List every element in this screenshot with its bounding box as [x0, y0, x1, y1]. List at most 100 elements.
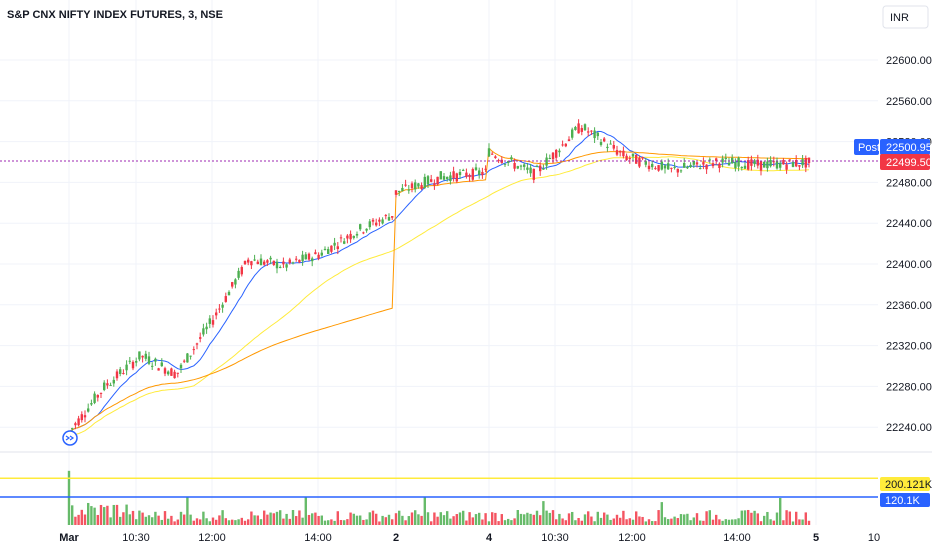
- volume-bar: [112, 504, 115, 525]
- candle-body: [333, 242, 336, 246]
- volume-bar: [740, 510, 743, 525]
- price-axis[interactable]: 22600.0022560.0022520.0022480.0022440.00…: [886, 55, 932, 434]
- price-tick-label: 22320.00: [886, 341, 932, 353]
- candle-body: [603, 138, 606, 142]
- volume-bar: [558, 513, 561, 525]
- candle-body: [804, 157, 807, 168]
- volume-bar: [513, 518, 516, 525]
- candle-body: [80, 414, 83, 421]
- volume-bar: [221, 510, 224, 525]
- candle-body: [807, 157, 811, 163]
- candle-body: [157, 368, 160, 371]
- candle-body: [311, 258, 314, 262]
- candle-body: [705, 164, 708, 170]
- candle-body: [449, 175, 452, 182]
- candle-body: [782, 159, 785, 165]
- volume-bar: [644, 521, 647, 525]
- post-value: 22500.95: [886, 142, 932, 154]
- candle-body: [756, 159, 759, 166]
- candle-body: [131, 361, 135, 369]
- time-axis[interactable]: Mar 10:30 12:00 14:00 2 4 10:30 12:00 14…: [59, 532, 880, 544]
- volume-bar: [494, 512, 497, 525]
- volume-bar: [481, 519, 484, 525]
- candle-body: [256, 261, 259, 265]
- candle-body: [452, 171, 455, 179]
- volume-bar: [417, 514, 420, 525]
- volume-bar: [689, 520, 692, 525]
- candle-body: [699, 168, 702, 170]
- price-tick-label: 22600.00: [886, 55, 932, 67]
- volume-bar: [641, 516, 644, 525]
- candle-body: [526, 167, 529, 170]
- volume-bar: [301, 517, 304, 525]
- chart-title: S&P CNX NIFTY INDEX FUTURES, 3, NSE: [7, 9, 223, 21]
- volume-bar: [596, 511, 599, 525]
- candle-body: [93, 393, 96, 403]
- volume-bar: [394, 513, 398, 525]
- candle-body: [218, 308, 221, 310]
- candle-body: [398, 190, 401, 193]
- candle-body: [606, 146, 609, 149]
- candle-body: [657, 165, 660, 171]
- candle-body: [487, 148, 491, 157]
- volume-bar: [686, 513, 689, 525]
- candle-body: [539, 165, 542, 172]
- candle-body: [323, 248, 327, 251]
- volume-bar: [407, 516, 410, 525]
- candle-body: [423, 176, 426, 188]
- candle-body: [433, 183, 436, 186]
- candle-body: [71, 428, 74, 430]
- candle-body: [743, 165, 747, 169]
- volume-bar: [503, 520, 507, 525]
- candle-body: [330, 245, 333, 252]
- volume-bar: [603, 512, 606, 525]
- candle-body: [702, 162, 705, 165]
- candle-body: [667, 163, 670, 170]
- volume-bar: [583, 514, 587, 525]
- candle-body: [609, 143, 612, 145]
- candle-body: [654, 168, 657, 170]
- candle-body: [753, 160, 756, 165]
- candle-body: [721, 158, 724, 163]
- volume-bar: [788, 511, 791, 525]
- volume-bar: [285, 513, 288, 525]
- candle-body: [622, 150, 625, 157]
- volume-bar: [724, 519, 727, 525]
- volume-bar: [791, 521, 795, 525]
- volume-bar: [375, 513, 378, 525]
- volume-bar: [651, 521, 654, 525]
- volume-bar: [183, 514, 186, 525]
- candle-body: [243, 260, 247, 265]
- candle-body: [727, 162, 731, 166]
- volume-bar: [163, 511, 167, 525]
- vwap-line: [68, 147, 810, 433]
- candle-body: [612, 145, 615, 149]
- candle-body: [192, 349, 195, 351]
- volume-bar: [654, 521, 657, 525]
- time-label-5: 5: [813, 532, 819, 544]
- volume-bar: [462, 510, 465, 525]
- candle-body: [387, 217, 391, 221]
- candle-body: [737, 157, 740, 167]
- volume-bar: [355, 515, 359, 525]
- volume-bar: [529, 513, 532, 525]
- candle-body: [436, 176, 439, 185]
- candle-body: [263, 261, 266, 265]
- volume-bar: [676, 518, 679, 525]
- volume-bar: [449, 518, 452, 525]
- volume-bar: [275, 511, 279, 525]
- volume-bar: [804, 512, 807, 525]
- candle-body: [689, 164, 692, 168]
- volume-bar: [430, 521, 433, 525]
- volume-bar: [157, 515, 160, 525]
- volume-bar: [772, 520, 775, 525]
- candle-body: [343, 241, 346, 244]
- volume-bar: [173, 521, 176, 525]
- currency-button[interactable]: INR: [882, 5, 929, 29]
- volume-bar: [695, 513, 699, 525]
- volume-bar: [71, 505, 74, 525]
- candle-body: [173, 371, 176, 379]
- volume-bar: [622, 510, 625, 525]
- session-marker[interactable]: [62, 430, 78, 446]
